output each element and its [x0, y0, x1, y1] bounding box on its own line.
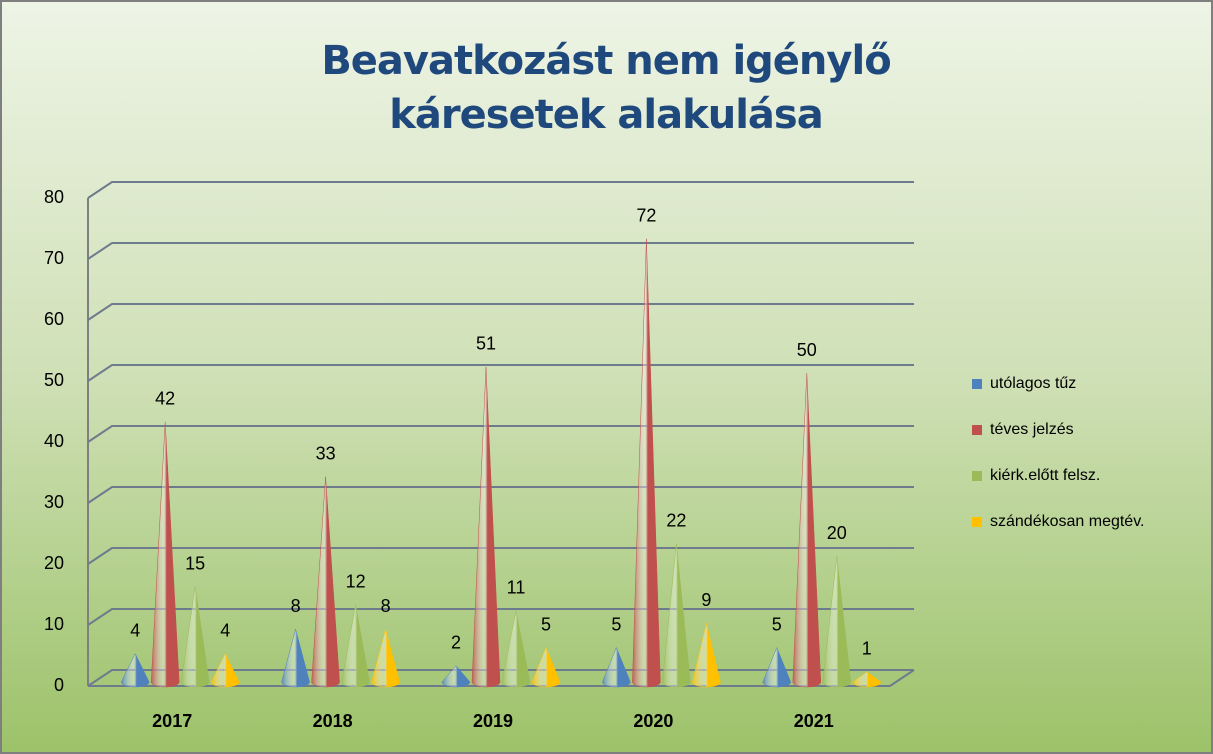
cone — [632, 238, 661, 688]
legend-swatch — [972, 425, 982, 435]
data-label: 12 — [346, 572, 366, 592]
cone — [602, 646, 631, 688]
x-tick-label: 2017 — [152, 711, 192, 731]
cone — [311, 476, 340, 688]
y-tick-label: 60 — [44, 309, 64, 329]
data-label: 2 — [451, 633, 461, 653]
y-tick-label: 20 — [44, 553, 64, 573]
cone — [120, 653, 150, 688]
data-label: 1 — [862, 639, 872, 659]
cone — [662, 543, 691, 688]
legend-label: szándékosan megtév. — [990, 513, 1144, 530]
data-label: 42 — [155, 389, 175, 409]
x-tick-label: 2020 — [633, 711, 673, 731]
y-tick-label: 40 — [44, 431, 64, 451]
cone — [441, 665, 471, 688]
data-label: 4 — [130, 620, 140, 640]
legend-label: téves jelzés — [990, 421, 1074, 438]
cone — [210, 653, 240, 688]
grid-line — [87, 181, 914, 199]
cone — [341, 604, 370, 688]
y-tick-label: 80 — [44, 187, 64, 207]
data-label: 5 — [541, 614, 551, 634]
cone — [471, 366, 501, 688]
data-label: 8 — [291, 596, 301, 616]
data-label: 8 — [381, 596, 391, 616]
data-label: 15 — [185, 553, 205, 573]
cone — [531, 646, 561, 688]
data-label: 22 — [666, 511, 686, 531]
data-label: 4 — [220, 620, 230, 640]
cone — [792, 372, 822, 688]
y-tick-label: 70 — [44, 248, 64, 268]
cone — [281, 628, 310, 688]
legend-swatch — [972, 517, 982, 527]
cone — [150, 421, 180, 688]
legend-label: kiérk.előtt felsz. — [990, 467, 1100, 484]
data-label: 20 — [827, 523, 847, 543]
y-tick-label: 30 — [44, 492, 64, 512]
cone — [501, 610, 531, 688]
y-tick-label: 50 — [44, 370, 64, 390]
cone — [180, 586, 210, 688]
cone — [762, 646, 792, 688]
cone — [692, 623, 721, 688]
data-label: 5 — [611, 614, 621, 634]
x-tick-label: 2021 — [794, 711, 834, 731]
cone — [852, 671, 882, 688]
legend-swatch — [972, 379, 982, 389]
data-label: 51 — [476, 334, 496, 354]
data-label: 72 — [636, 206, 656, 226]
data-label: 50 — [797, 340, 817, 360]
chart-title: Beavatkozást nem igénylő káresetek alaku… — [321, 38, 891, 138]
x-tick-label: 2018 — [313, 711, 353, 731]
legend-label: utólagos tűz — [990, 375, 1076, 392]
data-label: 11 — [507, 578, 526, 598]
x-tick-label: 2019 — [473, 711, 513, 731]
y-tick-label: 10 — [44, 614, 64, 634]
data-label: 9 — [701, 590, 711, 610]
cone — [371, 628, 400, 688]
legend-swatch — [972, 471, 982, 481]
data-label: 5 — [772, 614, 782, 634]
data-label: 33 — [316, 443, 336, 463]
y-tick-label: 0 — [54, 675, 64, 695]
cone — [822, 555, 852, 688]
